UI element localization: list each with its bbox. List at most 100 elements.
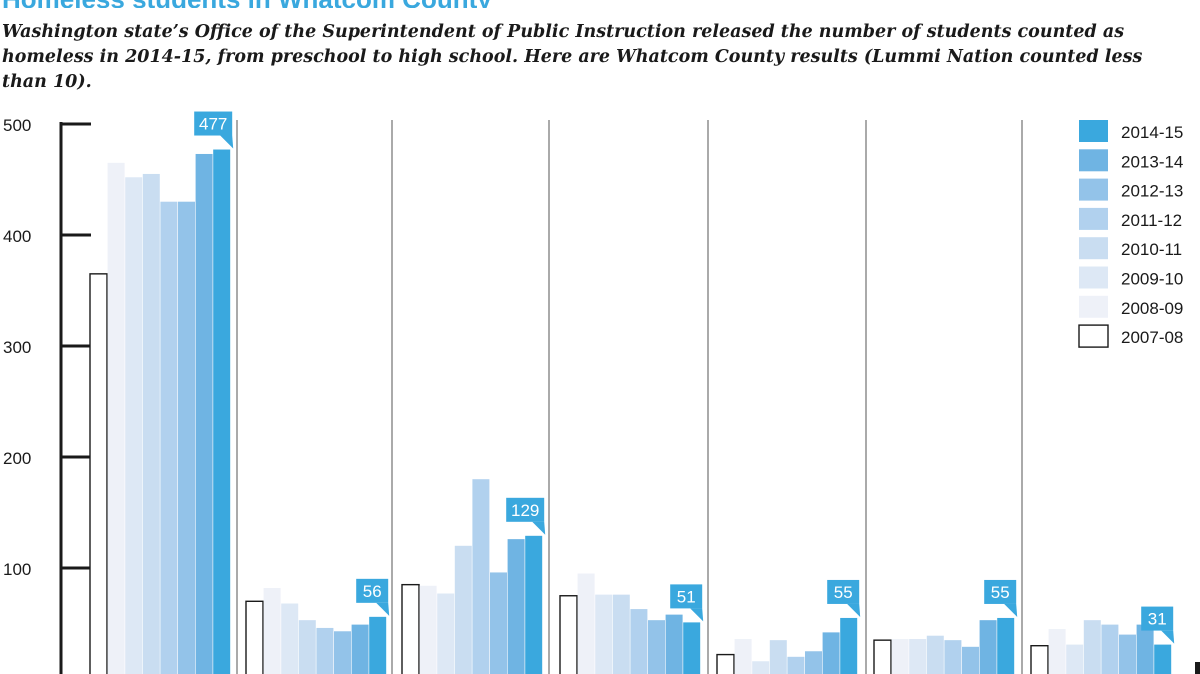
legend-label: 2007-08 <box>1121 328 1183 347</box>
bar-2012-13 <box>334 631 351 674</box>
bar-2012-13 <box>648 620 665 674</box>
legend-label: 2012-13 <box>1121 182 1183 201</box>
callout-label: 129 <box>511 501 539 520</box>
bar-2012-13 <box>805 651 822 674</box>
callout-box <box>984 579 1017 604</box>
legend-swatch <box>1079 266 1108 289</box>
bar-2012-13 <box>178 201 195 674</box>
bar-2008-09 <box>891 639 909 674</box>
bar-2008-09 <box>107 162 125 674</box>
callout-box <box>356 578 389 603</box>
callout-pointer <box>1004 603 1018 617</box>
bar-2014-15 <box>997 617 1015 674</box>
bar-2007-08 <box>1030 645 1049 674</box>
callout-pointer <box>376 602 390 616</box>
bar-2014-15 <box>1154 644 1172 674</box>
bar-2011-12 <box>316 627 334 674</box>
bar-2008-09 <box>419 585 437 674</box>
callout-pointer <box>690 608 704 622</box>
callout-label: 55 <box>991 583 1010 602</box>
edge-mark <box>1195 662 1200 674</box>
legend-swatch <box>1079 178 1108 201</box>
bar-2013-14 <box>822 632 840 674</box>
legend-label: 2014-15 <box>1121 123 1183 142</box>
bar-2008-09 <box>1048 629 1066 674</box>
legend-label: 2009-10 <box>1121 270 1183 289</box>
legend-label: 2013-14 <box>1121 152 1183 171</box>
bar-2010-11 <box>926 635 944 674</box>
callout-label: 56 <box>363 582 382 601</box>
bar-2009-10 <box>595 594 613 674</box>
callout-label: 55 <box>834 583 853 602</box>
legend-label: 2008-09 <box>1121 299 1183 318</box>
bar-2014-15 <box>213 149 231 674</box>
callout-box <box>670 584 703 609</box>
bar-2013-14 <box>195 153 213 674</box>
callout-label: 51 <box>677 587 696 606</box>
bar-2008-09 <box>263 587 281 674</box>
bar-2009-10 <box>281 603 299 674</box>
y-tick-label: 300 <box>3 338 31 357</box>
bar-2013-14 <box>351 624 369 674</box>
bar-2012-13 <box>962 646 979 674</box>
bar-2013-14 <box>507 539 525 674</box>
callout-box <box>1141 606 1174 631</box>
bar-2011-12 <box>630 609 648 674</box>
legend-swatch <box>1079 207 1108 230</box>
legend-label: 2011-12 <box>1121 211 1182 230</box>
headline-strip: Homeless students in Whatcom County <box>0 0 1200 8</box>
y-tick-label: 400 <box>3 227 31 246</box>
callout-box <box>827 579 860 604</box>
callout-pointer <box>220 135 234 149</box>
legend-label: 2010-11 <box>1121 240 1182 259</box>
bar-2013-14 <box>979 620 997 674</box>
bar-2008-09 <box>734 639 752 674</box>
bar-2010-11 <box>298 620 316 674</box>
bar-2010-11 <box>1083 620 1101 674</box>
bar-2009-10 <box>125 177 143 674</box>
legend-swatch <box>1079 120 1108 142</box>
bar-2007-08 <box>401 583 420 674</box>
bar-2014-15 <box>525 535 543 674</box>
bar-2011-12 <box>472 479 490 674</box>
bar-2014-15 <box>369 616 387 674</box>
bar-2011-12 <box>944 640 962 674</box>
bar-2009-10 <box>909 639 927 674</box>
bar-2010-11 <box>142 173 160 674</box>
y-tick-label: 200 <box>3 449 31 468</box>
bar-2008-09 <box>577 573 595 674</box>
bar-2014-15 <box>840 617 858 674</box>
bar-2007-08 <box>873 639 892 674</box>
bar-2007-08 <box>89 273 108 674</box>
callout-pointer <box>1161 630 1175 644</box>
bar-2010-11 <box>454 545 472 674</box>
bar-2007-08 <box>716 653 735 674</box>
callout-box <box>506 497 545 522</box>
legend-swatch <box>1079 237 1108 260</box>
bar-2012-13 <box>1119 634 1136 674</box>
callout-box <box>194 111 233 136</box>
legend-swatch <box>1078 324 1109 348</box>
y-tick-label: 100 <box>3 560 31 579</box>
bar-2010-11 <box>612 594 630 674</box>
callout-label: 477 <box>199 115 227 134</box>
y-tick-label: 500 <box>3 116 31 135</box>
legend-swatch <box>1079 149 1108 172</box>
bar-2007-08 <box>245 600 264 674</box>
callout-label: 31 <box>1148 610 1167 629</box>
bar-2011-12 <box>787 656 805 674</box>
callout-pointer <box>532 521 546 535</box>
legend-swatch <box>1079 295 1108 318</box>
bar-2013-14 <box>665 614 683 674</box>
bar-2012-13 <box>490 572 507 674</box>
chart-subtitle: Washington state’s Office of the Superin… <box>2 22 1143 92</box>
callout-pointer <box>847 603 861 617</box>
bar-2010-11 <box>769 640 787 674</box>
bar-2011-12 <box>160 201 178 674</box>
chart-headline: Homeless students in Whatcom County <box>2 0 1200 8</box>
bar-2007-08 <box>559 595 578 674</box>
bar-2011-12 <box>1101 624 1119 674</box>
bar-2009-10 <box>437 593 455 674</box>
bar-2009-10 <box>1066 644 1084 674</box>
